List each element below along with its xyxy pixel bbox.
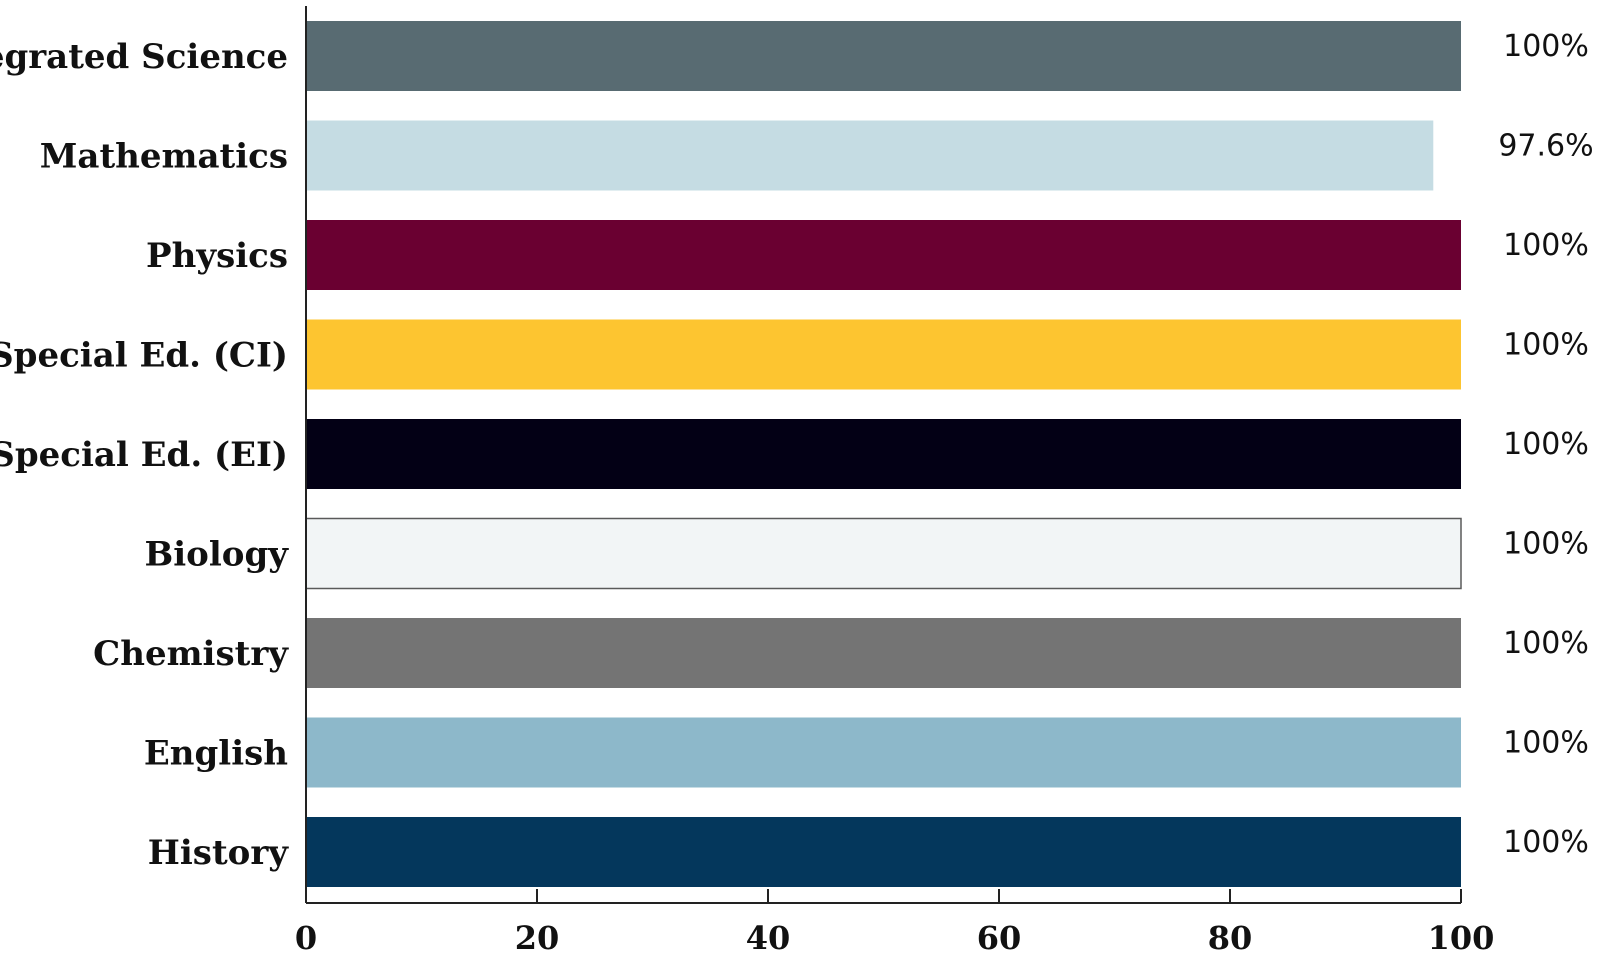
data-label: 100%	[1503, 626, 1589, 661]
category-label: Special Ed. (CI)	[0, 336, 288, 376]
category-label: English	[144, 734, 288, 774]
axes-group	[305, 6, 1462, 904]
data-label: 100%	[1503, 228, 1589, 263]
data-label: 100%	[1503, 726, 1589, 761]
tick-labels-group: 0 20 40 60 80 100	[295, 919, 1495, 957]
x-tick-label: 40	[746, 919, 791, 957]
bar-history	[306, 817, 1461, 887]
data-label: 100%	[1503, 427, 1589, 462]
data-label: 100%	[1503, 527, 1589, 562]
category-label: History	[148, 833, 289, 873]
bar-english	[306, 717, 1461, 788]
data-label: 100%	[1503, 328, 1589, 363]
x-tick-label: 100	[1428, 919, 1495, 957]
bars-group	[305, 21, 1462, 887]
bar-physics	[306, 220, 1461, 290]
data-labels-group: 100% 97.6% 100% 100% 100% 100% 100% 100% 100%	[1498, 29, 1593, 860]
x-tick-label: 0	[295, 919, 317, 957]
bar-chemistry	[306, 618, 1461, 688]
x-tick-label: 20	[515, 919, 560, 957]
category-label: Physics	[146, 236, 288, 276]
data-label: 100%	[1503, 825, 1589, 860]
bar-integrated-science	[306, 21, 1461, 91]
category-label: Special Ed. (EI)	[0, 435, 288, 475]
x-tick-label: 80	[1208, 919, 1253, 957]
category-label: Integrated Science	[0, 37, 288, 77]
x-tick-label: 60	[977, 919, 1022, 957]
category-label: Chemistry	[93, 634, 289, 674]
category-labels-group: Integrated Science Mathematics Physics Spec…	[0, 37, 289, 873]
bar-mathematics	[306, 120, 1434, 191]
bar-special-ed-ei	[306, 419, 1461, 489]
data-label: 97.6%	[1498, 129, 1593, 164]
category-label: Mathematics	[40, 137, 288, 177]
data-label: 100%	[1503, 29, 1589, 64]
bar-special-ed-ci	[306, 319, 1461, 390]
category-label: Biology	[145, 535, 290, 575]
bar-biology	[305, 517, 1462, 590]
